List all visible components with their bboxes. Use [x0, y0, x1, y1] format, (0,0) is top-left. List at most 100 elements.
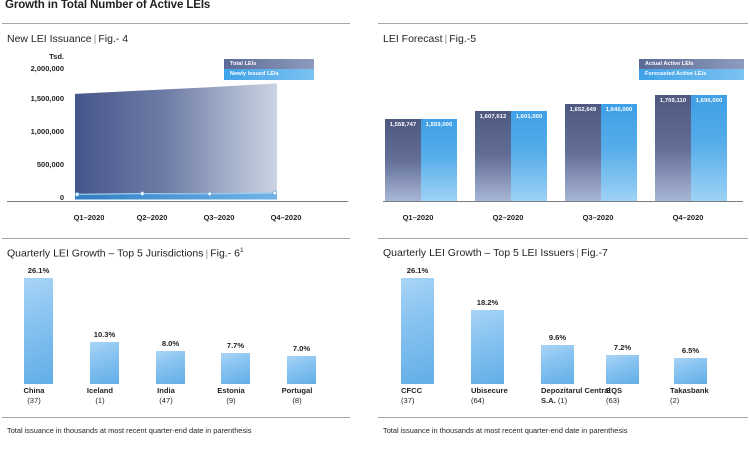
fig4-xlabel-q1: Q1–2020	[73, 213, 105, 222]
category-count: (37)	[401, 395, 415, 405]
fig4-xlabel-q4: Q4–2020	[270, 213, 302, 222]
fig6-footnote-marker: 1	[239, 247, 244, 254]
fig5-title-text: LEI Forecast	[383, 33, 443, 45]
fig6-title-text: Quarterly LEI Growth – Top 5 Jurisdictio…	[7, 247, 204, 260]
fig7-bar-eqs[interactable]: 7.2%	[606, 343, 639, 384]
fig6-category-portugal: Portugal (8)	[265, 386, 329, 405]
fig4-series-total-leis	[75, 83, 277, 197]
fig5-bar-value: 1,696,000	[695, 98, 723, 104]
fig4-plot-area	[75, 63, 277, 203]
fig6-bar-india[interactable]: 8.0%	[156, 339, 185, 384]
fig7-bar-takasbank[interactable]: 6.5%	[674, 346, 707, 384]
title-separator: |	[93, 33, 97, 45]
fig6-title: Quarterly LEI Growth – Top 5 Jurisdictio…	[7, 247, 244, 260]
fig7-bar-value: 18.2%	[476, 298, 499, 307]
category-count: (8)	[292, 395, 302, 405]
title-separator: |	[576, 247, 579, 259]
fig7-title: Quarterly LEI Growth – Top 5 LEI Issuers…	[383, 247, 608, 259]
fig5-bar-q1-forecast[interactable]: 1,559,000	[421, 119, 457, 201]
fig6-footnote: Total issuance in thousands at most rece…	[7, 426, 252, 435]
category-count: (37)	[27, 395, 41, 405]
fig5-bar-value: 1,559,000	[425, 122, 453, 128]
fig6-bar-value: 26.1%	[27, 266, 50, 275]
category-name: EQS	[606, 386, 623, 395]
fig7-bar-value: 26.1%	[406, 266, 429, 275]
fig4-data-markers	[75, 190, 277, 197]
fig7-category-takasbank: Takasbank (2)	[670, 386, 740, 405]
fig4-area-svg	[75, 83, 277, 200]
category-name: Estonia	[217, 386, 245, 395]
fig7-plot-area: 26.1% 18.2% 9.6% 7.2% 6.5%	[383, 266, 743, 384]
panel-fig7: Quarterly LEI Growth – Top 5 LEI Issuers…	[378, 238, 748, 444]
panel-fig6: Quarterly LEI Growth – Top 5 Jurisdictio…	[2, 238, 350, 444]
legend-item-total-leis[interactable]: Total LEIs	[224, 59, 314, 70]
fig5-bar-q3-forecast[interactable]: 1,645,000	[601, 104, 637, 201]
fig6-bar-value: 7.0%	[292, 344, 311, 353]
fig7-bar-ubisecure[interactable]: 18.2%	[471, 298, 504, 384]
fig5-bar-q4-actual[interactable]: 1,709,110	[655, 95, 691, 201]
fig6-category-iceland: Iceland (1)	[68, 386, 132, 405]
fig6-bar-iceland[interactable]: 10.3%	[90, 330, 119, 384]
fig5-xlabel-q1: Q1–2020	[402, 213, 434, 222]
category-name: Iceland	[86, 386, 114, 395]
fig6-category-india: India (47)	[134, 386, 198, 405]
fig7-category-ubisecure: Ubisecure (64)	[471, 386, 541, 405]
fig6-bar-value: 8.0%	[161, 339, 180, 348]
fig4-ytick-1500000: 1,500,000	[30, 94, 64, 103]
fig6-bar-value: 7.7%	[226, 341, 245, 350]
fig6-category-china: China (37)	[2, 386, 66, 405]
fig5-xlabel-q2: Q2–2020	[492, 213, 524, 222]
fig7-bar-cfcc[interactable]: 26.1%	[401, 266, 434, 384]
fig4-title-text: New LEI Issuance	[7, 33, 92, 45]
fig5-bar-value: 1,709,110	[659, 98, 687, 104]
fig5-bar-value: 1,652,649	[569, 107, 597, 113]
fig5-bar-q2-actual[interactable]: 1,607,612	[475, 111, 511, 201]
fig5-xlabel-q3: Q3–2020	[582, 213, 614, 222]
category-name: China	[23, 386, 45, 395]
fig5-bar-q3-actual[interactable]: 1,652,649	[565, 104, 601, 201]
category-count: (63)	[606, 395, 620, 405]
fig4-series-newly-issued-leis	[75, 193, 277, 200]
legend-item-newly-issued-leis[interactable]: Newly Issued LEIs	[224, 69, 314, 80]
fig5-figure-label: Fig.-5	[449, 33, 477, 45]
fig4-newly-issued-line	[75, 192, 277, 195]
fig5-xlabel-q4: Q4–2020	[672, 213, 704, 222]
panel-divider	[378, 23, 748, 24]
fig4-ytick-2000000: 2,000,000	[30, 64, 64, 73]
fig7-bar-value: 9.6%	[548, 333, 567, 342]
fig7-bar-depozitarul[interactable]: 9.6%	[541, 333, 574, 384]
category-count: (9)	[226, 395, 236, 405]
legend-item-forecasted-active-leis[interactable]: Forecasted Active LEIs	[639, 69, 744, 80]
fig4-title: New LEI Issuance | Fig.- 4	[7, 33, 128, 45]
fig6-bottom-divider	[2, 417, 350, 418]
fig6-bar-estonia[interactable]: 7.7%	[221, 341, 250, 384]
fig7-category-depozitarul: Depozitarul Central S.A. (1)	[541, 386, 619, 405]
fig6-bar-portugal[interactable]: 7.0%	[287, 344, 316, 384]
fig4-axis-unit: Tsd.	[49, 52, 64, 61]
category-count: (2)	[670, 395, 680, 405]
panel-fig5: LEI Forecast | Fig.-5 Actual Active LEIs F…	[378, 23, 748, 222]
fig5-x-axis	[383, 201, 743, 203]
fig5-bar-q2-forecast[interactable]: 1,601,000	[511, 111, 547, 201]
category-count: (1)	[557, 395, 568, 405]
fig4-ytick-500000: 500,000	[36, 160, 64, 169]
category-name: Depozitarul Central S.A.	[541, 386, 611, 405]
fig6-bar-china[interactable]: 26.1%	[24, 266, 53, 384]
fig5-bar-value: 1,645,000	[605, 107, 633, 113]
category-count: (1)	[95, 395, 105, 405]
fig5-bar-q1-actual[interactable]: 1,558,747	[385, 119, 421, 201]
category-name: India	[157, 386, 175, 395]
legend-item-actual-active-leis[interactable]: Actual Active LEIs	[639, 59, 744, 70]
category-name: Portugal	[281, 386, 313, 395]
fig5-bar-value: 1,601,000	[515, 114, 543, 120]
fig5-bar-value: 1,607,612	[479, 114, 507, 120]
fig5-legend: Actual Active LEIs Forecasted Active LEI…	[639, 59, 744, 80]
panel-divider	[2, 238, 350, 239]
fig6-bar-value: 10.3%	[93, 330, 116, 339]
fig5-bar-q4-forecast[interactable]: 1,696,000	[691, 95, 727, 201]
title-separator: |	[444, 33, 448, 45]
title-separator: |	[205, 247, 209, 260]
category-name: CFCC	[401, 386, 423, 395]
fig4-x-axis	[7, 201, 348, 203]
